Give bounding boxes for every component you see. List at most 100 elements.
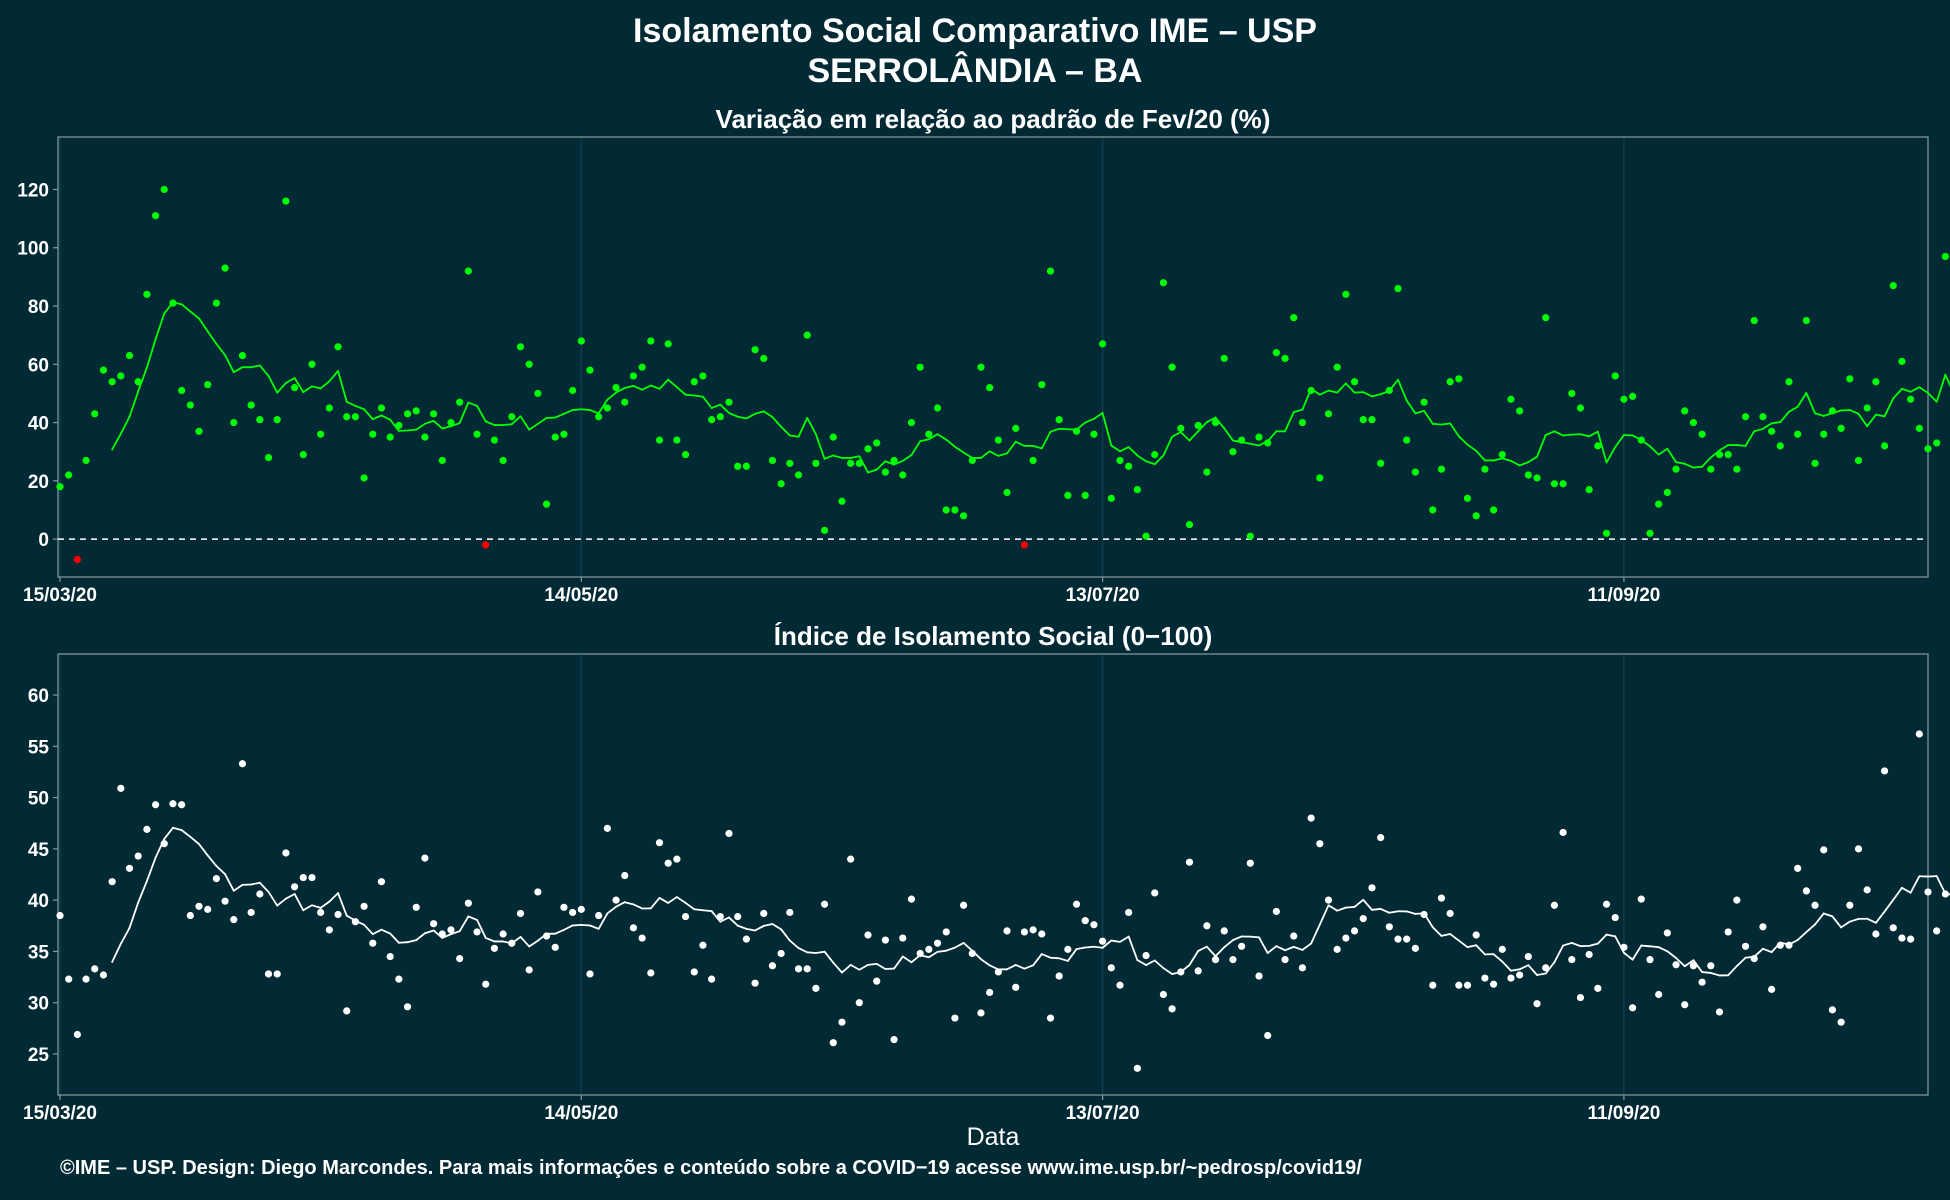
trend-line-segment <box>1805 392 1816 415</box>
trend-line-segment <box>1544 430 1556 436</box>
data-point <box>1672 465 1680 473</box>
data-point <box>125 351 134 360</box>
data-point <box>1350 927 1359 935</box>
trend-line-segment <box>1814 412 1825 417</box>
panel-border <box>57 136 1929 578</box>
data-point <box>586 366 594 374</box>
data-point <box>1055 416 1063 424</box>
data-point <box>1203 922 1211 930</box>
trend-line-segment <box>502 423 513 426</box>
trend-line-segment <box>206 854 218 867</box>
data-point <box>1533 474 1541 482</box>
trend-line-segment <box>224 354 235 374</box>
trend-line-segment <box>1440 422 1452 426</box>
data-point <box>560 903 568 911</box>
data-point <box>1116 456 1124 465</box>
trend-line-segment <box>1527 455 1538 464</box>
trend-line-segment <box>198 317 209 333</box>
data-point <box>1707 465 1715 473</box>
trend-line-segment <box>728 412 739 418</box>
trend-line-segment <box>1649 945 1660 949</box>
trend-line-segment <box>997 452 1008 457</box>
data-point <box>1733 465 1741 473</box>
data-point <box>1281 956 1289 964</box>
trend-line-segment <box>1709 972 1721 977</box>
data-point <box>1489 506 1498 514</box>
trend-line-segment <box>1449 422 1460 438</box>
trend-line-segment <box>762 410 774 419</box>
data-point <box>1837 424 1845 432</box>
trend-line-segment <box>467 915 478 921</box>
data-point <box>290 883 299 891</box>
data-point <box>82 456 90 465</box>
data-point <box>1628 1004 1637 1012</box>
data-point <box>1403 436 1411 444</box>
data-point <box>1889 282 1897 290</box>
data-point <box>1880 442 1889 450</box>
data-point <box>125 864 134 872</box>
trend-line-segment <box>1475 944 1486 956</box>
trend-line-segment <box>1101 939 1113 949</box>
trend-line-segment <box>111 942 122 963</box>
data-point <box>343 1007 351 1015</box>
data-point <box>1177 968 1185 976</box>
data-point <box>890 456 898 465</box>
trend-line-segment <box>1127 935 1139 961</box>
data-point <box>1655 500 1663 508</box>
trend-line-segment <box>198 843 209 857</box>
data-point <box>247 401 255 409</box>
trend-line-segment <box>1032 953 1043 967</box>
trend-line-segment <box>328 892 339 903</box>
trend-line-segment <box>927 950 939 959</box>
data-point <box>803 965 811 973</box>
trend-line-segment <box>554 412 565 419</box>
trend-line-segment <box>710 910 722 923</box>
data-point <box>430 920 438 928</box>
trend-line-segment <box>962 942 974 952</box>
trend-line-segment <box>1779 410 1790 424</box>
data-point <box>403 1003 412 1011</box>
data-point <box>768 456 777 465</box>
x-tick-label: 11/09/20 <box>1587 585 1660 606</box>
x-tick-label: 14/05/20 <box>544 1103 618 1124</box>
panel-2 <box>53 653 1950 1100</box>
trend-line-segment <box>1414 410 1425 415</box>
data-point <box>1403 935 1411 943</box>
trend-line-segment <box>1188 430 1200 442</box>
data-point <box>1828 1006 1837 1014</box>
data-point <box>1038 381 1046 389</box>
trend-line-segment <box>1744 430 1756 447</box>
trend-line-segment <box>1675 957 1686 968</box>
trend-line-segment <box>988 450 1000 457</box>
data-point <box>1481 974 1489 982</box>
data-point <box>690 378 698 386</box>
data-point <box>264 453 273 462</box>
trend-line-segment <box>1379 908 1391 914</box>
data-point <box>1246 859 1254 867</box>
data-point <box>716 912 724 921</box>
data-point <box>768 962 777 970</box>
data-point <box>1290 314 1298 322</box>
trend-line-segment <box>1292 945 1304 951</box>
trend-line-segment <box>189 835 200 845</box>
data-point <box>1724 928 1732 936</box>
trend-line-segment <box>1796 392 1808 408</box>
data-point <box>638 934 646 942</box>
data-point <box>708 975 716 983</box>
data-point <box>1472 512 1480 520</box>
data-point <box>1794 430 1802 438</box>
trend-line-segment <box>1475 449 1486 462</box>
data-point <box>1359 416 1367 424</box>
x-tick-label: 11/09/20 <box>1587 1103 1660 1124</box>
data-point <box>377 404 386 412</box>
data-point <box>473 928 481 936</box>
trend-line-segment <box>1466 443 1478 452</box>
trend-line-segment <box>1579 433 1591 438</box>
data-point <box>1576 404 1585 412</box>
data-point <box>994 968 1002 976</box>
data-point <box>942 928 950 936</box>
data-point <box>386 952 394 961</box>
trend-line-segment <box>1596 430 1608 464</box>
y-tick-label: 60 <box>28 355 49 376</box>
data-point <box>1437 465 1446 473</box>
